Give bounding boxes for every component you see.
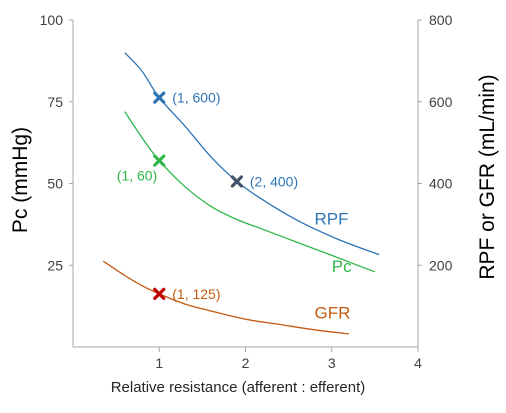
marker-label: (1, 600) <box>172 90 220 106</box>
y-right-tick-label: 200 <box>429 257 453 273</box>
y-left-tick-label: 50 <box>47 176 63 192</box>
series-label-rpf: RPF <box>315 209 349 228</box>
y-left-tick-label: 25 <box>47 257 63 273</box>
y-left-tick-label: 100 <box>40 12 64 28</box>
y-right-axis-title: RPF or GFR (mL/min) <box>476 74 499 279</box>
marker-rpf <box>153 91 166 104</box>
y-left-ticks: 25 50 75 100 <box>40 12 73 273</box>
y-right-ticks: 200 400 600 800 <box>418 12 453 273</box>
series-lines <box>102 52 380 335</box>
y-right-tick-label: 600 <box>429 94 453 110</box>
x-tick-label: 1 <box>155 355 163 371</box>
marker-gfr <box>153 287 166 300</box>
series-label-pc: Pc <box>332 257 352 276</box>
marker-label: (1, 125) <box>172 286 220 302</box>
marker-pc <box>153 154 166 167</box>
series-line-gfr <box>102 260 350 335</box>
y-right-tick-label: 400 <box>429 176 453 192</box>
x-axis-title: Relative resistance (afferent : efferent… <box>111 379 366 396</box>
x-tick-label: 4 <box>414 355 422 371</box>
marker-label: (1, 60) <box>117 168 157 184</box>
y-left-axis-title: Pc (mmHg) <box>9 127 32 233</box>
marker-label: (2, 400) <box>250 173 298 189</box>
series-line-pc <box>124 111 376 273</box>
marker-rpf <box>230 175 243 188</box>
series-labels: RPF Pc GFR <box>315 209 353 322</box>
y-right-tick-label: 800 <box>429 12 453 28</box>
markers: (1, 600) (2, 400) (1, 60) (1, 125) <box>117 90 298 302</box>
x-tick-label: 3 <box>328 355 336 371</box>
series-label-gfr: GFR <box>315 303 351 322</box>
y-left-tick-label: 75 <box>47 94 63 110</box>
x-tick-label: 2 <box>242 355 250 371</box>
x-ticks: 1 2 3 4 <box>155 347 422 371</box>
